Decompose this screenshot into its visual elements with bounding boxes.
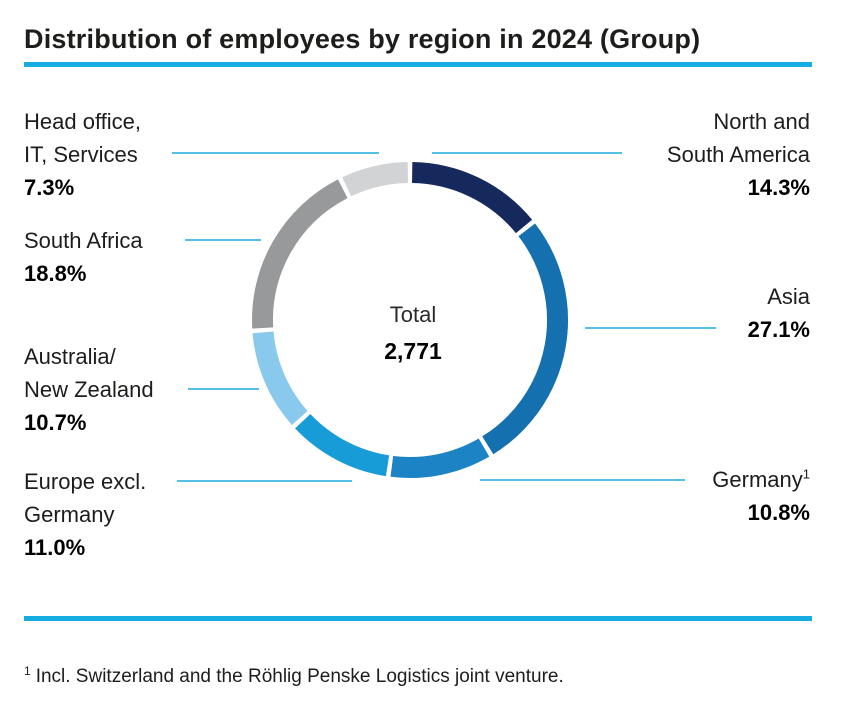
donut-center-label: Total 2,771 xyxy=(263,297,563,369)
leader-line-south-africa xyxy=(185,239,261,241)
legend-europe-line-2: Germany xyxy=(24,502,115,527)
legend-south-africa-pct: 18.8% xyxy=(24,261,87,286)
total-label: Total xyxy=(389,302,437,327)
donut-segment-head-office-it-services xyxy=(342,162,409,197)
page-title: Distribution of employees by region in 2… xyxy=(24,24,701,54)
leader-line-north-south-america xyxy=(432,152,622,154)
legend-asia-pct: 27.1% xyxy=(747,317,810,342)
leader-line-germany xyxy=(480,479,685,481)
legend-europe-line-1: Europe excl. xyxy=(24,469,147,494)
leader-line-europe-excl-germany xyxy=(177,480,352,482)
donut-segment-north-and-south-america xyxy=(411,162,533,234)
legend-europe-pct: 11.0% xyxy=(24,535,86,560)
legend-germany-line-1: Germany1 xyxy=(712,463,810,496)
legend-south-africa: South Africa 18.8% xyxy=(24,224,143,290)
footnote-text: Incl. Switzerland and the Röhlig Penske … xyxy=(35,666,564,687)
footnote: 1 Incl. Switzerland and the Röhlig Penske… xyxy=(24,663,564,688)
legend-asia-line-1: Asia xyxy=(767,284,810,309)
bottom-rule xyxy=(24,616,812,621)
legend-germany-text: Germany xyxy=(712,467,803,492)
donut-segment-germany xyxy=(390,438,490,478)
legend-asia: Asia 27.1% xyxy=(748,280,810,346)
footnote-marker: 1 xyxy=(24,663,31,678)
total-value: 2,771 xyxy=(384,338,442,364)
legend-south-africa-line-1: South Africa xyxy=(24,228,143,253)
legend-nsa-line-1: North and xyxy=(713,109,810,134)
legend-north-south-america: North and South America 14.3% xyxy=(667,105,810,204)
legend-australia-line-2: New Zealand xyxy=(24,377,154,402)
legend-germany-footnote-marker: 1 xyxy=(802,466,810,482)
legend-australia-new-zealand: Australia/ New Zealand 10.7% xyxy=(24,340,154,439)
legend-head-office-line-1: Head office, xyxy=(24,109,142,134)
leader-line-asia xyxy=(585,327,716,329)
legend-nsa-pct: 14.3% xyxy=(747,175,810,200)
legend-head-office: Head office, IT, Services 7.3% xyxy=(24,105,141,204)
leader-line-head-office xyxy=(172,152,379,154)
legend-head-office-line-2: IT, Services xyxy=(24,142,138,167)
legend-germany-pct: 10.8% xyxy=(747,500,810,525)
legend-nsa-line-2: South America xyxy=(666,142,810,167)
legend-australia-pct: 10.7% xyxy=(24,410,87,435)
leader-line-australia-new-zealand xyxy=(188,388,259,390)
legend-europe-excl-germany: Europe excl. Germany 11.0% xyxy=(24,465,146,564)
title-rule xyxy=(24,62,812,67)
legend-head-office-pct: 7.3% xyxy=(24,175,75,200)
legend-germany: Germany1 10.8% xyxy=(712,463,810,529)
donut-segment-europe-excl-germany xyxy=(295,413,390,477)
legend-australia-line-1: Australia/ xyxy=(24,344,116,369)
